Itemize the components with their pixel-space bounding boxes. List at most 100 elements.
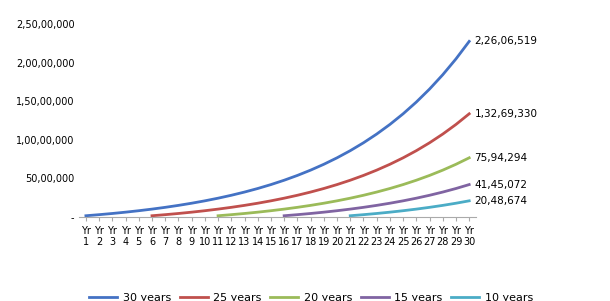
25 years <box>386 163 393 166</box>
30 years <box>162 206 169 209</box>
25 years <box>228 206 235 209</box>
30 years <box>465 40 473 43</box>
30 years <box>346 149 354 153</box>
25 years <box>162 213 169 216</box>
30 years <box>333 156 340 160</box>
15 years <box>294 213 301 216</box>
20 years <box>320 201 328 205</box>
30 years <box>95 213 102 216</box>
20 years <box>426 174 433 177</box>
15 years <box>360 206 367 209</box>
20 years <box>307 203 314 207</box>
30 years <box>109 212 116 215</box>
25 years <box>346 178 354 182</box>
Line: 25 years: 25 years <box>152 114 469 216</box>
15 years <box>373 203 381 207</box>
10 years <box>346 214 354 218</box>
25 years <box>307 190 314 194</box>
30 years <box>267 183 274 186</box>
15 years <box>412 196 420 200</box>
30 years <box>148 207 156 211</box>
Line: 15 years: 15 years <box>284 185 469 216</box>
Line: 10 years: 10 years <box>350 201 469 216</box>
30 years <box>201 199 209 203</box>
25 years <box>439 132 447 136</box>
30 years <box>188 201 195 205</box>
20 years <box>412 178 420 182</box>
20 years <box>241 212 248 215</box>
Text: 75,94,294: 75,94,294 <box>475 153 528 163</box>
20 years <box>439 168 447 172</box>
25 years <box>426 141 433 144</box>
15 years <box>333 209 340 213</box>
10 years <box>426 206 433 209</box>
25 years <box>148 214 156 218</box>
20 years <box>267 209 274 213</box>
10 years <box>400 209 407 213</box>
30 years <box>281 178 288 182</box>
30 years <box>175 203 182 207</box>
20 years <box>215 214 222 218</box>
10 years <box>412 207 420 211</box>
25 years <box>254 201 262 205</box>
25 years <box>281 196 288 200</box>
20 years <box>453 163 460 166</box>
30 years <box>426 87 433 91</box>
20 years <box>373 190 381 194</box>
25 years <box>373 168 381 172</box>
25 years <box>465 112 473 116</box>
Line: 20 years: 20 years <box>218 158 469 216</box>
30 years <box>122 210 129 214</box>
25 years <box>360 174 367 177</box>
15 years <box>320 210 328 214</box>
20 years <box>465 156 473 160</box>
15 years <box>307 212 314 215</box>
30 years <box>241 190 248 194</box>
15 years <box>465 183 473 186</box>
10 years <box>386 210 393 214</box>
15 years <box>439 190 447 194</box>
30 years <box>320 163 328 166</box>
25 years <box>175 212 182 215</box>
25 years <box>333 183 340 186</box>
30 years <box>215 196 222 200</box>
25 years <box>201 209 209 213</box>
25 years <box>294 194 301 197</box>
Text: 1,32,69,330: 1,32,69,330 <box>475 109 537 119</box>
25 years <box>412 149 420 153</box>
30 years <box>453 57 460 61</box>
Text: 20,48,674: 20,48,674 <box>475 196 528 206</box>
20 years <box>346 196 354 200</box>
20 years <box>294 206 301 209</box>
15 years <box>281 214 288 218</box>
20 years <box>254 210 262 214</box>
30 years <box>228 194 235 197</box>
20 years <box>281 207 288 211</box>
25 years <box>400 156 407 160</box>
30 years <box>439 73 447 76</box>
10 years <box>453 201 460 205</box>
30 years <box>82 214 90 218</box>
10 years <box>373 212 381 215</box>
30 years <box>373 132 381 136</box>
25 years <box>188 210 195 214</box>
15 years <box>453 187 460 190</box>
25 years <box>453 123 460 126</box>
10 years <box>465 199 473 203</box>
25 years <box>267 199 274 203</box>
20 years <box>400 183 407 186</box>
25 years <box>320 187 328 190</box>
25 years <box>215 207 222 211</box>
10 years <box>360 213 367 216</box>
20 years <box>386 187 393 190</box>
20 years <box>360 194 367 197</box>
30 years <box>254 187 262 190</box>
30 years <box>294 174 301 177</box>
15 years <box>400 199 407 203</box>
30 years <box>400 112 407 116</box>
15 years <box>346 207 354 211</box>
30 years <box>386 123 393 126</box>
20 years <box>333 199 340 203</box>
30 years <box>135 209 142 213</box>
Text: 2,26,06,519: 2,26,06,519 <box>475 36 537 46</box>
